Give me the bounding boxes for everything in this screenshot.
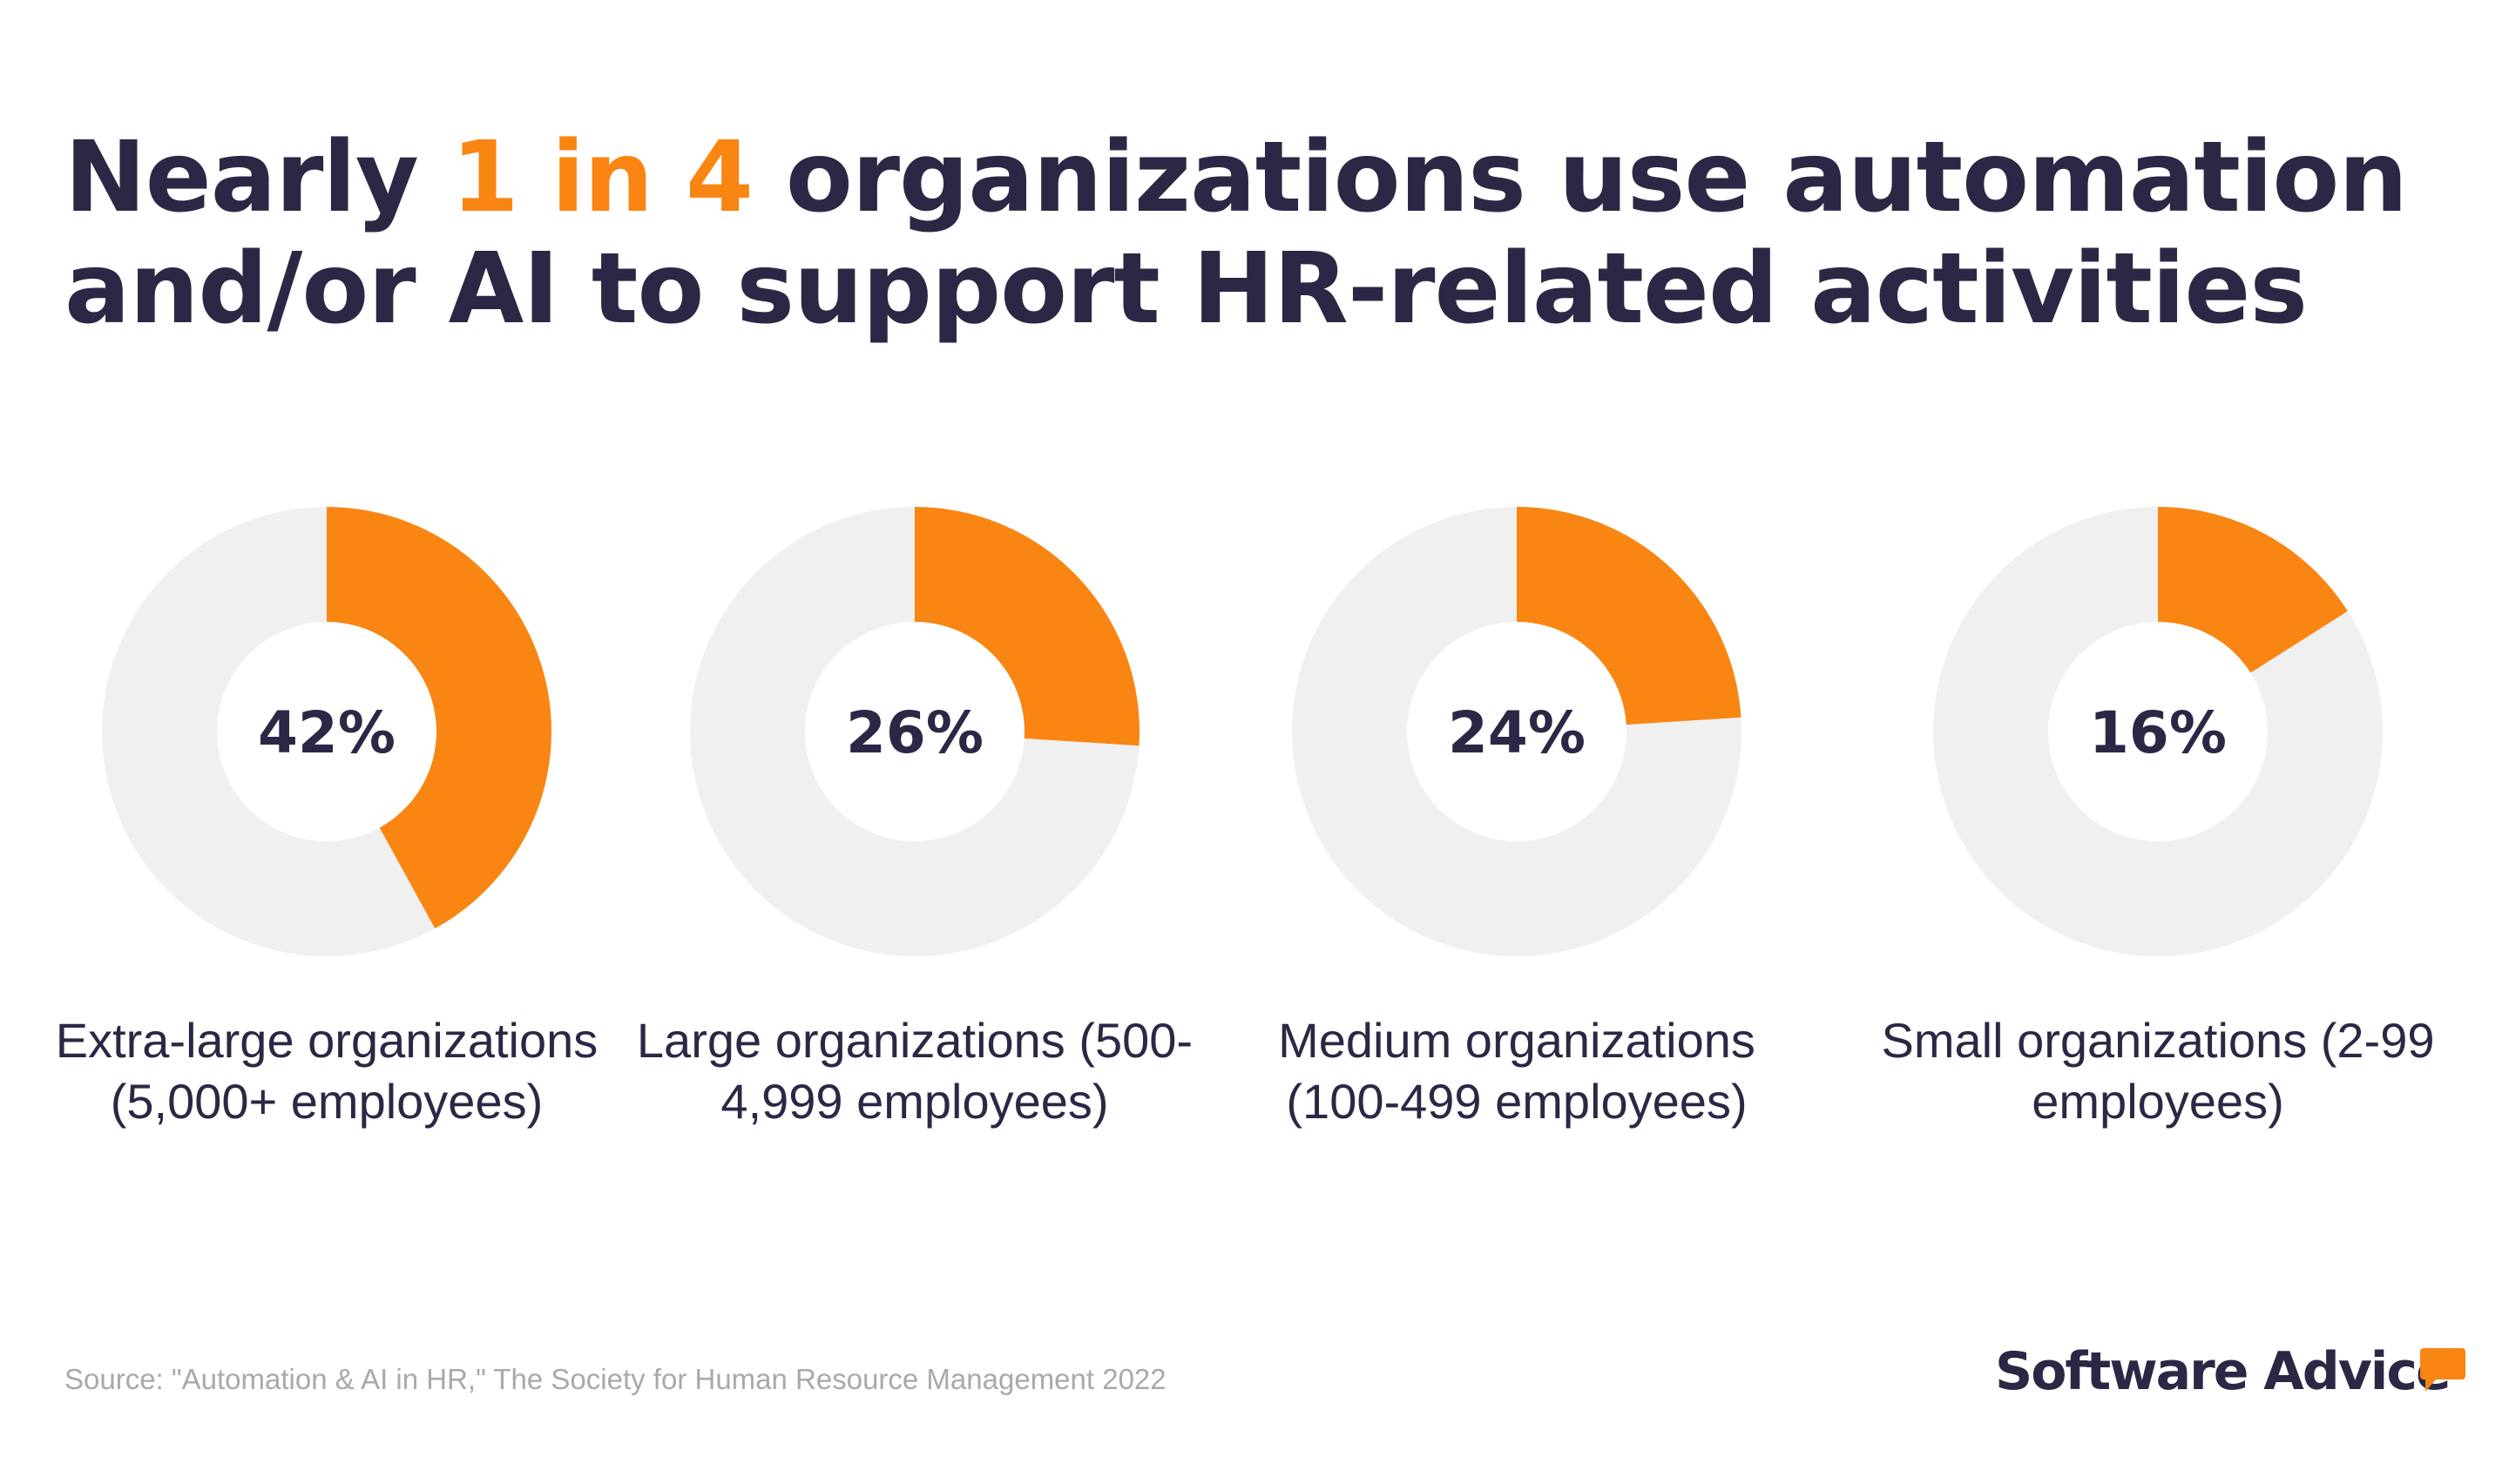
donut-slice-3	[1517, 507, 1741, 725]
donut-slice-1	[327, 507, 552, 929]
category-label: Medium organizations (100-499 employees)	[1278, 1013, 1755, 1129]
source-note: Source: "Automation & AI in HR," The Soc…	[64, 1363, 1167, 1395]
title-pre: Nearly	[64, 121, 451, 234]
value-label: 24%	[1448, 699, 1586, 766]
software-advice-logo: Software Advice	[1995, 1341, 2452, 1402]
value-label: 16%	[2089, 699, 2227, 766]
value-label: 42%	[258, 699, 396, 766]
donut-slice-2	[915, 507, 1140, 746]
category-label: Extra-large organizations (5,000+ employ…	[55, 1013, 599, 1129]
donut-slice-4	[2158, 507, 2348, 673]
chart-title: Nearly 1 in 4 organizations use automati…	[64, 122, 2509, 345]
speech-bubble-icon	[2420, 1348, 2465, 1392]
title-highlight: 1 in 4	[450, 121, 754, 234]
title-post: organizations use automation and/or AI t…	[64, 121, 2408, 346]
category-label: Small organizations (2-99 employees)	[1881, 1013, 2435, 1129]
value-label: 26%	[846, 699, 984, 766]
category-label: Large organizations (500-4,999 employees…	[636, 1013, 1194, 1129]
